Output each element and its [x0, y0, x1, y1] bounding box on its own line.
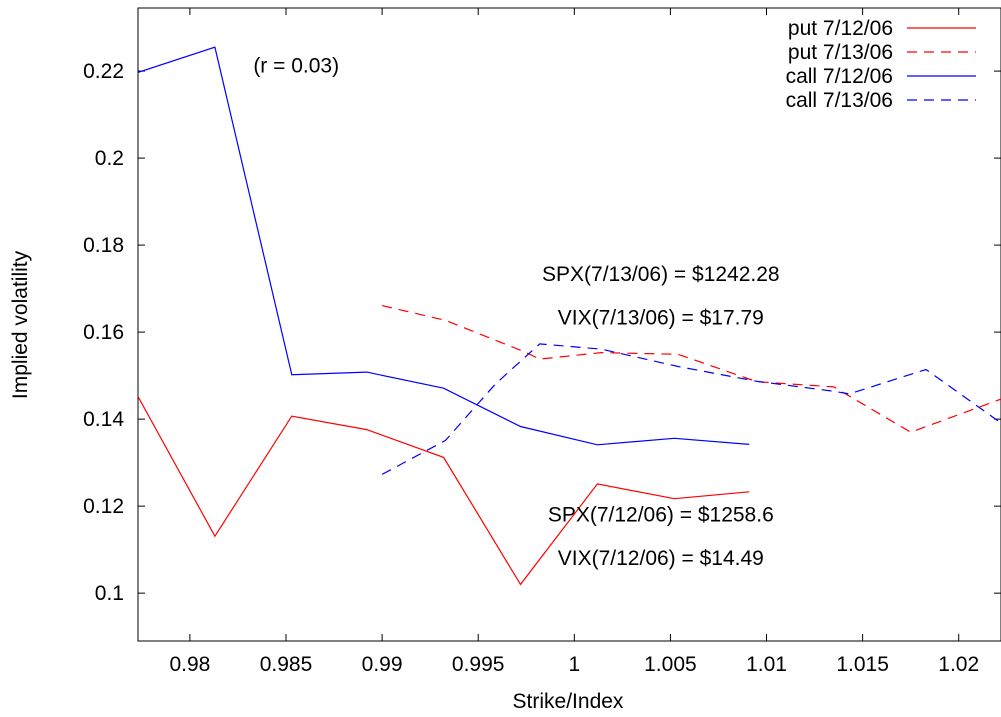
x-tick-label: 0.99 [362, 653, 403, 676]
annotation-text: VIX(7/12/06) = $14.49 [558, 547, 764, 570]
y-tick-label: 0.14 [83, 408, 124, 431]
y-tick-label: 0.18 [83, 234, 124, 257]
legend-label: put 7/12/06 [788, 17, 893, 40]
x-tick-label: 1.015 [836, 653, 889, 676]
series-line-1 [138, 396, 750, 586]
series-lines [138, 46, 1001, 586]
y-tick-labels: 0.1 0.12 0.14 0.16 0.18 0.2 0.22 [83, 60, 124, 605]
y-tick-label: 0.16 [83, 321, 124, 344]
plot-frame [137, 7, 1001, 642]
y-tick-label: 0.22 [83, 60, 124, 83]
y-tick-label: 0.1 [95, 582, 124, 605]
axis-ticks [138, 8, 1001, 641]
x-tick-label: 0.995 [452, 653, 505, 676]
x-tick-label: 0.98 [169, 653, 210, 676]
y-axis-label: Implied volatility [9, 250, 32, 399]
legend-label: call 7/12/06 [786, 65, 893, 88]
y-tick-label: 0.2 [95, 147, 124, 170]
x-tick-label: 1 [568, 653, 580, 676]
legend-label: call 7/13/06 [786, 89, 893, 112]
annotation-text: (r = 0.03) [253, 54, 339, 77]
x-tick-label: 1.02 [938, 653, 979, 676]
series-line-2 [381, 305, 1001, 433]
x-tick-label: 1.005 [644, 653, 697, 676]
y-tick-label: 0.12 [83, 495, 124, 518]
annotation-text: VIX(7/13/06) = $17.79 [558, 306, 764, 329]
series-line-4 [381, 343, 1001, 475]
chart-annotations: (r = 0.03) SPX(7/13/06) = $1242.28 VIX(7/1… [253, 54, 779, 569]
x-tick-labels: 0.98 0.985 0.99 0.995 1 1.005 1.01 1.015 1.02 [169, 653, 979, 676]
annotation-text: SPX(7/12/06) = $1258.6 [548, 503, 774, 526]
legend-label: put 7/13/06 [788, 41, 893, 64]
annotation-text: SPX(7/13/06) = $1242.28 [542, 263, 780, 286]
x-axis-label: Strike/Index [513, 690, 624, 713]
x-tick-label: 1.01 [746, 653, 787, 676]
series-line-3 [138, 46, 750, 446]
x-tick-label: 0.985 [260, 653, 313, 676]
